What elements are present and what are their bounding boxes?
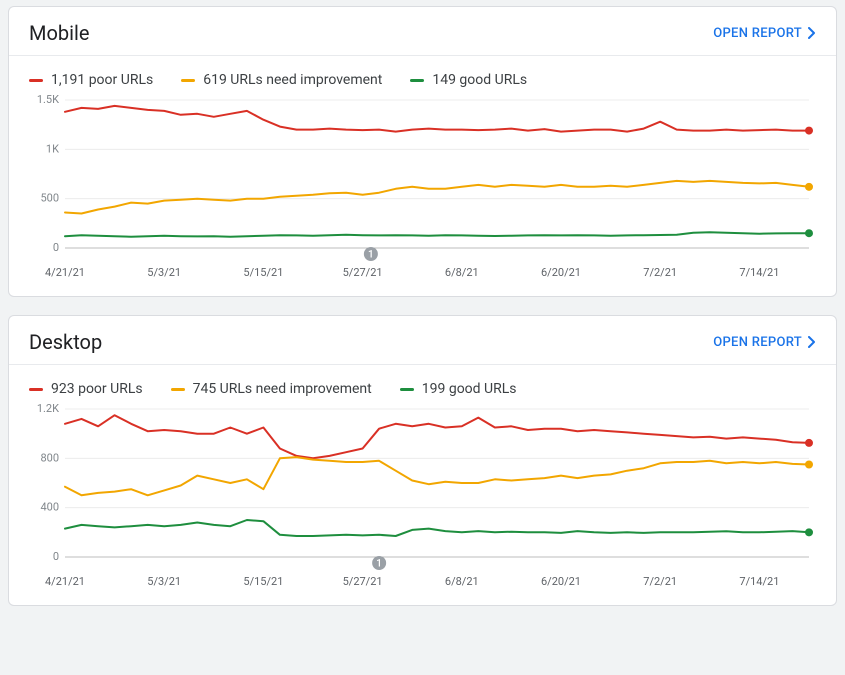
chevron-right-icon — [808, 336, 816, 348]
svg-text:4/21/21: 4/21/21 — [45, 266, 85, 279]
legend-swatch — [29, 388, 43, 391]
panel-mobile: Mobile OPEN REPORT 1,191 poor URLs 619 URLs… — [8, 6, 837, 297]
svg-text:6/8/21: 6/8/21 — [445, 266, 479, 279]
legend-label: 923 poor URLs — [51, 381, 143, 397]
open-report-label: OPEN REPORT — [713, 335, 802, 350]
svg-text:5/15/21: 5/15/21 — [243, 575, 283, 588]
svg-text:5/3/21: 5/3/21 — [147, 575, 181, 588]
end-dot-poor — [805, 439, 813, 447]
svg-text:1.5K: 1.5K — [37, 93, 59, 106]
legend-label: 1,191 poor URLs — [51, 72, 153, 88]
open-report-label: OPEN REPORT — [713, 26, 802, 41]
series-poor — [65, 106, 809, 132]
panel-desktop: Desktop OPEN REPORT 923 poor URLs 745 URLs … — [8, 315, 837, 606]
svg-text:7/14/21: 7/14/21 — [739, 266, 779, 279]
chart: 0 400 800 1.2K 1 4/21/21 5/3/21 5/15/21 5/27/21 6… — [9, 401, 836, 605]
legend-item: 199 good URLs — [400, 381, 517, 397]
svg-text:5/15/21: 5/15/21 — [243, 266, 283, 279]
end-dot-poor — [805, 127, 813, 135]
svg-text:7/2/21: 7/2/21 — [643, 266, 677, 279]
svg-text:7/2/21: 7/2/21 — [643, 575, 677, 588]
svg-text:0: 0 — [53, 550, 59, 563]
svg-text:1.2K: 1.2K — [37, 402, 59, 415]
panel-header: Mobile OPEN REPORT — [9, 7, 836, 55]
legend-item: 619 URLs need improvement — [181, 72, 382, 88]
legend-swatch — [400, 388, 414, 391]
svg-text:7/14/21: 7/14/21 — [739, 575, 779, 588]
svg-text:0: 0 — [53, 241, 59, 254]
chevron-right-icon — [808, 27, 816, 39]
open-report-link[interactable]: OPEN REPORT — [713, 335, 816, 350]
end-dot-good — [805, 528, 813, 536]
svg-text:5/27/21: 5/27/21 — [343, 266, 383, 279]
svg-text:1K: 1K — [46, 142, 59, 155]
svg-text:6/20/21: 6/20/21 — [541, 575, 581, 588]
legend-label: 619 URLs need improvement — [203, 72, 382, 88]
legend-label: 745 URLs need improvement — [193, 381, 372, 397]
end-dot-good — [805, 229, 813, 237]
legend-item: 745 URLs need improvement — [171, 381, 372, 397]
panel-header: Desktop OPEN REPORT — [9, 316, 836, 364]
legend: 923 poor URLs 745 URLs need improvement 19… — [9, 373, 836, 401]
panel-title: Desktop — [29, 330, 102, 354]
legend-swatch — [171, 388, 185, 391]
legend-label: 149 good URLs — [432, 72, 527, 88]
svg-text:5/3/21: 5/3/21 — [147, 266, 181, 279]
svg-text:5/27/21: 5/27/21 — [343, 575, 383, 588]
svg-text:1: 1 — [368, 250, 374, 261]
legend-item: 149 good URLs — [410, 72, 527, 88]
legend-item: 1,191 poor URLs — [29, 72, 153, 88]
series-improve — [65, 457, 809, 495]
chart: 0 500 1K 1.5K 1 4/21/21 5/3/21 5/15/21 5/27/21 6/… — [9, 92, 836, 296]
legend: 1,191 poor URLs 619 URLs need improvement… — [9, 64, 836, 92]
svg-text:6/8/21: 6/8/21 — [445, 575, 479, 588]
svg-text:400: 400 — [40, 501, 59, 514]
panel-title: Mobile — [29, 21, 89, 45]
svg-text:800: 800 — [40, 451, 59, 464]
svg-text:1: 1 — [376, 559, 382, 570]
series-good — [65, 520, 809, 536]
end-dot-improve — [805, 461, 813, 469]
series-good — [65, 232, 809, 237]
divider — [9, 55, 836, 56]
svg-text:6/20/21: 6/20/21 — [541, 266, 581, 279]
legend-swatch — [410, 79, 424, 82]
series-improve — [65, 181, 809, 214]
legend-label: 199 good URLs — [422, 381, 517, 397]
legend-swatch — [29, 79, 43, 82]
series-poor — [65, 415, 809, 458]
svg-text:4/21/21: 4/21/21 — [45, 575, 85, 588]
open-report-link[interactable]: OPEN REPORT — [713, 26, 816, 41]
legend-swatch — [181, 79, 195, 82]
divider — [9, 364, 836, 365]
legend-item: 923 poor URLs — [29, 381, 143, 397]
svg-text:500: 500 — [40, 192, 59, 205]
end-dot-improve — [805, 183, 813, 191]
